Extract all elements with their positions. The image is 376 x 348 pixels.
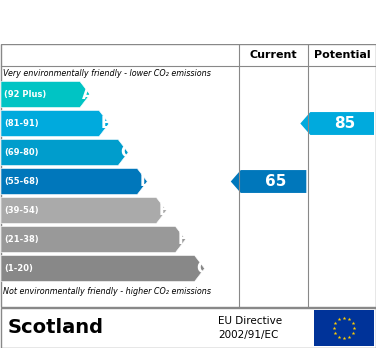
Polygon shape — [1, 111, 109, 136]
Polygon shape — [1, 81, 90, 108]
Text: Very environmentally friendly - lower CO₂ emissions: Very environmentally friendly - lower CO… — [3, 70, 211, 79]
Text: 2002/91/EC: 2002/91/EC — [218, 330, 279, 340]
Text: 65: 65 — [265, 174, 287, 189]
Polygon shape — [1, 255, 205, 282]
Polygon shape — [300, 112, 374, 135]
Polygon shape — [1, 227, 185, 253]
Text: Environmental Impact (CO₂) Rating: Environmental Impact (CO₂) Rating — [38, 14, 338, 29]
Text: (69-80): (69-80) — [4, 148, 38, 157]
Polygon shape — [1, 168, 147, 195]
Text: E: E — [158, 203, 169, 218]
Text: (1-20): (1-20) — [4, 264, 33, 273]
Text: F: F — [177, 232, 188, 247]
Text: (81-91): (81-91) — [4, 119, 39, 128]
Text: 85: 85 — [334, 116, 355, 131]
Bar — [314, 310, 374, 346]
Text: (92 Plus): (92 Plus) — [4, 90, 46, 99]
Polygon shape — [1, 140, 128, 166]
Text: G: G — [197, 261, 209, 276]
Text: Scotland: Scotland — [8, 318, 104, 338]
Text: B: B — [101, 116, 113, 131]
Text: D: D — [139, 174, 152, 189]
Text: EU Directive: EU Directive — [218, 316, 282, 326]
Polygon shape — [231, 170, 306, 193]
Text: Potential: Potential — [314, 49, 370, 60]
Text: (39-54): (39-54) — [4, 206, 39, 215]
Text: (55-68): (55-68) — [4, 177, 39, 186]
Text: C: C — [120, 145, 131, 160]
Text: A: A — [82, 87, 94, 102]
Text: Not environmentally friendly - higher CO₂ emissions: Not environmentally friendly - higher CO… — [3, 286, 211, 295]
Polygon shape — [1, 198, 167, 223]
Text: (21-38): (21-38) — [4, 235, 39, 244]
Text: Current: Current — [250, 49, 297, 60]
